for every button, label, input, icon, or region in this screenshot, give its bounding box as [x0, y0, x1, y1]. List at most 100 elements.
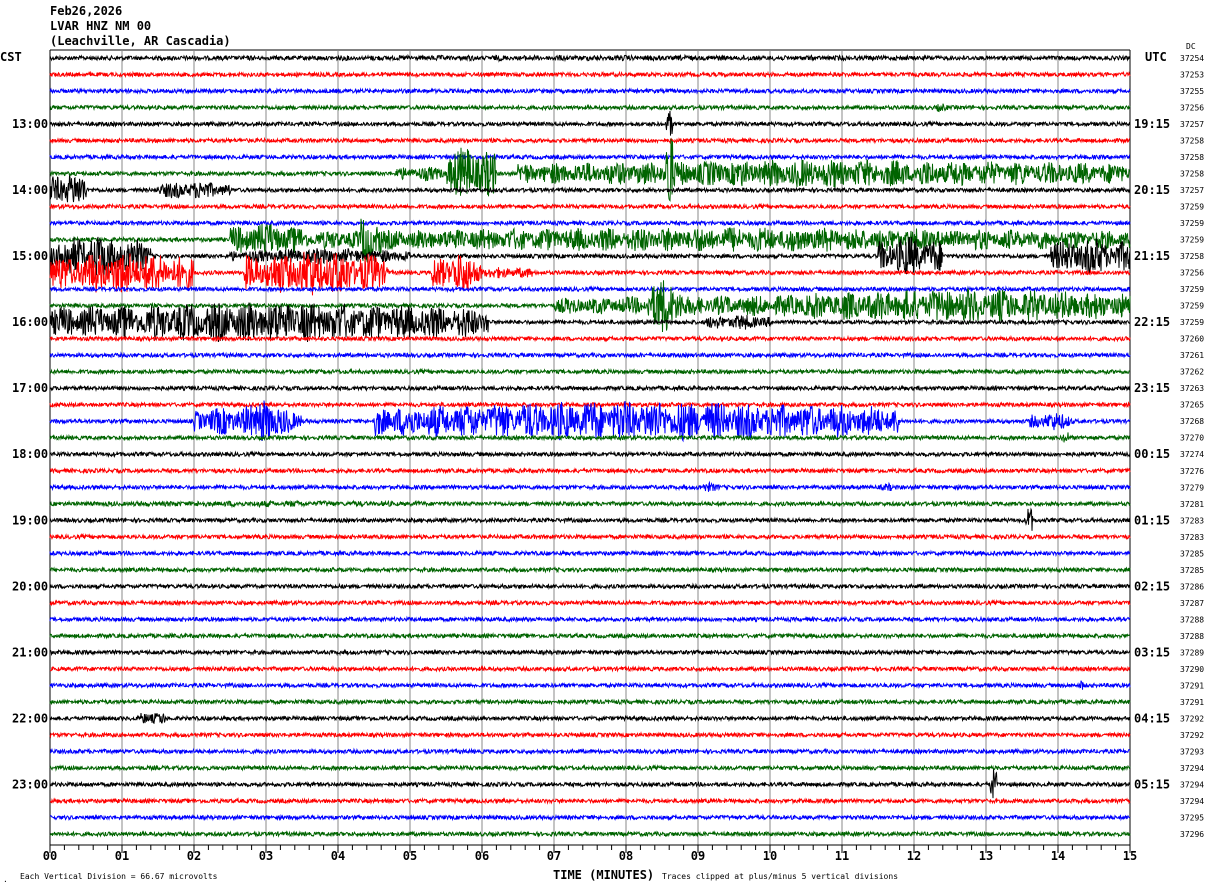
dc-offset-label: 37292 — [1180, 731, 1204, 740]
dc-offset-label: 37283 — [1180, 516, 1204, 525]
dc-offset-label: 37292 — [1180, 714, 1204, 723]
seismic-trace — [49, 136, 1130, 145]
dc-offset-label: 37295 — [1180, 813, 1204, 822]
seismic-trace — [49, 251, 1131, 296]
seismic-trace — [49, 219, 1131, 228]
x-tick-label: 10 — [763, 849, 777, 863]
seismic-trace — [49, 175, 1131, 203]
dc-offset-label: 37261 — [1180, 351, 1204, 360]
dc-offset-label: 37259 — [1180, 236, 1204, 245]
dc-offset-label: 37268 — [1180, 417, 1204, 426]
seismic-trace — [49, 110, 1131, 136]
seismic-trace — [49, 480, 1131, 492]
dc-offset-label: 37293 — [1180, 747, 1204, 756]
seismic-trace — [49, 797, 1131, 805]
x-tick-label: 12 — [907, 849, 921, 863]
dc-offset-label: 37287 — [1180, 599, 1204, 608]
dc-offset-label: 37290 — [1180, 665, 1204, 674]
seismic-trace — [49, 400, 1131, 443]
cst-hour-label: 21:00 — [12, 645, 48, 659]
seismic-trace — [49, 153, 1130, 161]
dc-offset-label: 37259 — [1180, 219, 1204, 228]
minute-gridlines — [49, 49, 1131, 845]
seismic-trace — [49, 507, 1131, 531]
dc-offset-label: 37288 — [1180, 632, 1204, 641]
dc-offset-label: 37283 — [1180, 533, 1204, 542]
x-tick-label: 02 — [187, 849, 201, 863]
seismic-trace — [49, 367, 1131, 376]
seismic-trace — [49, 830, 1131, 838]
utc-hour-label: 03:15 — [1134, 645, 1170, 659]
x-tick-label: 13 — [979, 849, 993, 863]
x-tick-label: 11 — [835, 849, 849, 863]
dc-offset-label: 37254 — [1180, 54, 1204, 63]
x-tick-label: 07 — [547, 849, 561, 863]
dc-offset-label: 37255 — [1180, 87, 1204, 96]
dc-offset-label: 37286 — [1180, 582, 1204, 591]
seismic-trace — [49, 582, 1131, 591]
seismic-trace — [49, 499, 1131, 509]
x-tick-label: 09 — [691, 849, 705, 863]
seismic-trace — [49, 400, 1131, 409]
seismic-trace — [49, 87, 1131, 95]
utc-hour-label: 19:15 — [1134, 117, 1170, 131]
seismic-trace — [49, 103, 1131, 113]
seismic-trace — [49, 615, 1131, 624]
seismic-trace — [49, 648, 1131, 657]
cst-hour-label: 17:00 — [12, 381, 48, 395]
seismic-trace — [49, 450, 1131, 459]
seismic-trace — [49, 731, 1131, 739]
dc-offset-label: 37288 — [1180, 615, 1204, 624]
x-tick-label: 15 — [1123, 849, 1137, 863]
seismic-trace — [49, 713, 1131, 725]
scale-note: Each Vertical Division = 66.67 microvolt… — [20, 872, 218, 881]
cst-hour-label: 15:00 — [12, 249, 48, 263]
dc-offset-label: 37291 — [1180, 681, 1204, 690]
utc-hour-label: 21:15 — [1134, 249, 1170, 263]
dc-offset-label: 37263 — [1180, 384, 1204, 393]
x-tick-label: 05 — [403, 849, 417, 863]
seismic-trace — [49, 698, 1131, 706]
cst-hour-label: 13:00 — [12, 117, 48, 131]
dc-offset-label: 37259 — [1180, 318, 1204, 327]
seismic-trace — [49, 432, 1131, 443]
utc-hour-label: 23:15 — [1134, 381, 1170, 395]
left-timezone-label: CST — [0, 50, 22, 64]
dc-offset-label: 37270 — [1180, 434, 1204, 443]
dc-offset-label: 37279 — [1180, 483, 1204, 492]
cst-hour-label: 22:00 — [12, 711, 48, 725]
cst-hour-label: 18:00 — [12, 447, 48, 461]
seismic-trace — [49, 334, 1131, 343]
cst-hour-label: 16:00 — [12, 315, 48, 329]
utc-hour-label: 02:15 — [1134, 579, 1170, 593]
seismic-trace — [49, 769, 1131, 799]
dc-offset-label: 37258 — [1180, 137, 1204, 146]
dc-offset-label: 37285 — [1180, 549, 1204, 558]
utc-hour-label: 01:15 — [1134, 513, 1170, 527]
dc-offset-label: 37260 — [1180, 335, 1204, 344]
seismic-trace — [49, 280, 1131, 333]
utc-hour-label: 00:15 — [1134, 447, 1170, 461]
seismic-trace — [49, 202, 1131, 211]
utc-hour-label: 22:15 — [1134, 315, 1170, 329]
cst-hour-label: 19:00 — [12, 513, 48, 527]
corner-mark: . — [3, 875, 8, 884]
station-code: LVAR HNZ NM 00 — [50, 19, 152, 33]
seismic-trace — [49, 566, 1131, 574]
dc-offset-label: 37294 — [1180, 780, 1204, 789]
x-tick-label: 00 — [43, 849, 57, 863]
dc-offset-label: 37276 — [1180, 467, 1204, 476]
dc-offset-label: 37281 — [1180, 500, 1204, 509]
seismic-trace — [49, 302, 1131, 343]
seismic-traces — [49, 53, 1131, 838]
chart-date: Feb26,2026 — [50, 4, 123, 18]
x-tick-label: 01 — [115, 849, 129, 863]
dc-offset-label: 37285 — [1180, 566, 1204, 575]
seismic-trace — [49, 384, 1131, 393]
seismic-trace — [49, 53, 1131, 63]
dc-offset-label: 37257 — [1180, 120, 1204, 129]
cst-hour-label: 14:00 — [12, 183, 48, 197]
seismic-trace — [49, 70, 1131, 79]
seismic-trace — [49, 813, 1131, 822]
dc-header: DC — [1186, 42, 1196, 51]
